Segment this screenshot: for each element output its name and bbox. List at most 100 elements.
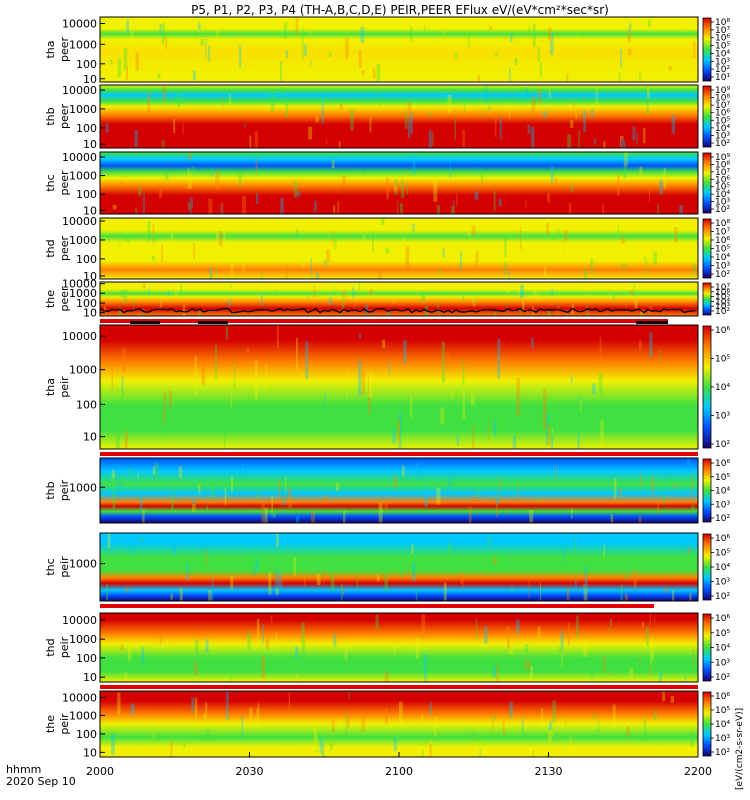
y-axis-label: peir <box>58 713 71 735</box>
colorbar-tick-label: 10² <box>715 673 730 683</box>
colorbar <box>702 152 712 214</box>
colorbar-tick-label: 10⁷ <box>715 26 730 36</box>
y-tick-label: 10 <box>83 431 97 444</box>
panel-frame <box>99 84 699 149</box>
colorbar-tick-label: 10⁶ <box>715 459 730 469</box>
panel-frame <box>99 457 699 524</box>
colorbar <box>702 85 712 148</box>
colorbar-tick-label: 10⁶ <box>715 692 730 702</box>
colorbar-tick-label: 10² <box>715 514 730 524</box>
colorbar-tick-label: 10⁷ <box>715 168 730 178</box>
y-axis-label: tha <box>44 378 57 396</box>
y-tick-label: 10 <box>83 671 97 684</box>
y-tick-label: 10 <box>83 270 97 283</box>
colorbar-tick-label: 10³ <box>715 500 730 510</box>
colorbar-tick-label: 10² <box>715 748 730 758</box>
y-tick-label: 1000 <box>69 170 97 183</box>
spectrogram-image <box>100 218 698 279</box>
colorbar-tick-label: 10¹ <box>715 73 730 83</box>
x-label-date: 2020 Sep 10 <box>6 775 76 788</box>
y-tick-label: 1000 <box>69 633 97 646</box>
status-bar <box>100 685 698 689</box>
colorbar-tick-label: 10³ <box>715 734 730 744</box>
y-tick-label: 10 <box>83 746 97 759</box>
colorbar-tick-label: 10³ <box>715 262 730 272</box>
spectrogram-image <box>100 17 698 82</box>
colorbar-tick-label: 10² <box>715 205 730 215</box>
y-tick-label: 1000 <box>69 364 97 377</box>
colorbar-tick-label: 10⁵ <box>715 629 730 639</box>
colorbar-tick-label: 10² <box>715 592 730 602</box>
colorbar-tick-label: 10⁵ <box>715 116 730 126</box>
colorbar-tick-label: 10² <box>715 307 730 317</box>
colorbar-tick-label: 10³ <box>715 302 730 312</box>
colorbar-tick-label: 10⁵ <box>715 183 730 193</box>
spectrogram-image <box>100 533 698 601</box>
y-tick-label: 10000 <box>62 614 97 627</box>
colorbar-units: [eV/(cm2-s-sr-eV)] <box>735 708 745 790</box>
panel-frame <box>99 612 699 683</box>
status-bar <box>100 604 654 608</box>
colorbar-tick-label: 10⁹ <box>715 86 730 96</box>
colorbar <box>702 613 712 682</box>
colorbar-tick-label: 10⁵ <box>715 706 730 716</box>
colorbar-tick-label: 10⁹ <box>715 153 730 163</box>
colorbar-tick-label: 10³ <box>715 658 730 668</box>
spectrogram-image <box>100 85 698 148</box>
y-tick-label: 10 <box>83 307 97 320</box>
colorbar <box>702 282 712 316</box>
colorbar-tick-label: 10⁵ <box>715 245 730 255</box>
spectrogram-image <box>100 152 698 214</box>
spectrogram-image <box>100 691 698 757</box>
colorbar-tick-label: 10⁶ <box>715 34 730 44</box>
y-axis-label: thd <box>44 239 57 257</box>
spectrogram-image <box>100 613 698 682</box>
y-axis-label: thb <box>44 481 57 499</box>
spectrogram-texture <box>119 218 696 279</box>
y-tick-label: 100 <box>76 297 97 310</box>
colorbar-tick-label: 10⁶ <box>715 109 730 119</box>
y-tick-label: 100 <box>76 728 97 741</box>
colorbar-tick-label: 10⁶ <box>715 534 730 544</box>
colorbar-tick-label: 10⁶ <box>715 236 730 246</box>
y-tick-label: 100 <box>76 188 97 201</box>
colorbar-tick-label: 10⁸ <box>715 18 730 28</box>
colorbar-tick-label: 10³ <box>715 131 730 141</box>
y-tick-label: 10 <box>83 73 97 86</box>
y-axis-label: the <box>44 715 57 733</box>
colorbar-tick-label: 10⁴ <box>715 487 730 497</box>
y-tick-label: 10000 <box>62 84 97 97</box>
y-tick-label: 10000 <box>62 151 97 164</box>
y-axis-label: thb <box>44 107 57 125</box>
colorbar-tick-label: 10² <box>715 65 730 75</box>
colorbar <box>702 218 712 279</box>
colorbar-tick-label: 10⁶ <box>715 614 730 624</box>
y-tick-label: 10 <box>83 204 97 217</box>
colorbar-tick-label: 10⁴ <box>715 383 730 393</box>
panel-frame <box>99 324 699 450</box>
colorbar-tick-label: 10⁷ <box>715 101 730 111</box>
x-tick-label: 2130 <box>535 765 563 778</box>
y-axis-label: peer <box>58 170 71 196</box>
panel-thc-peir: 1000 thc peir 10⁶ 10⁵ 10⁴ 10³ 10² <box>44 532 730 602</box>
status-bar <box>100 319 668 324</box>
y-tick-label: 10000 <box>62 330 97 343</box>
y-axis-label: peir <box>58 636 71 658</box>
colorbar-tick-label: 10³ <box>715 57 730 67</box>
panel-thd-peir: 10000 1000 100 10 thd peir 10⁶ 10⁵ 10⁴ 10³ 10² <box>44 612 730 684</box>
spectrogram-image <box>100 325 698 449</box>
x-tick-label: 2030 <box>236 765 264 778</box>
y-axis-label: peir <box>58 556 71 578</box>
y-axis-label: thc <box>44 174 57 191</box>
spectrogram-image <box>100 458 698 523</box>
y-axis-label: peer <box>58 286 71 312</box>
colorbar-tick-label: 10⁵ <box>715 293 730 303</box>
y-tick-label: 1000 <box>69 481 97 494</box>
colorbar-tick-label: 10⁷ <box>715 283 730 293</box>
spectrogram-texture <box>120 613 694 682</box>
colorbar <box>702 533 712 601</box>
figure-title: P5, P1, P2, P3, P4 (TH-A,B,C,D,E) PEIR,P… <box>191 3 609 17</box>
